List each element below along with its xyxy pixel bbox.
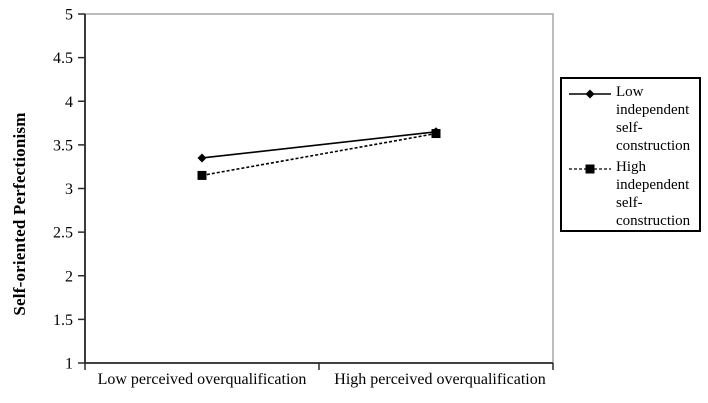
square-marker <box>431 129 441 139</box>
legend-label-low: Low independent self-construction <box>616 84 691 154</box>
y-tick-label: 4.5 <box>53 50 73 67</box>
y-tick-label: 3 <box>65 181 73 198</box>
y-tick-label: 2 <box>65 268 73 285</box>
legend: Low independent self-construction High i… <box>560 77 701 232</box>
legend-entry-high: High independent self-construction <box>568 158 696 230</box>
x-axis-label-high: High perceived overqualification <box>334 371 546 388</box>
y-tick-label: 2.5 <box>53 225 73 242</box>
legend-label-high: High independent self-construction <box>616 159 691 229</box>
diamond-marker <box>197 153 207 163</box>
y-tick-label: 1 <box>65 356 73 373</box>
legend-dashed-line-square-icon <box>569 164 611 174</box>
legend-solid-line-diamond-icon <box>569 89 611 99</box>
square-marker <box>197 170 207 180</box>
y-tick-label: 4 <box>65 94 73 111</box>
y-tick-label: 3.5 <box>53 137 73 154</box>
series-line <box>201 130 437 159</box>
y-tick-label: 1.5 <box>53 312 73 329</box>
x-axis-label-low: Low perceived overqualification <box>97 371 307 388</box>
y-tick-label: 5 <box>65 7 73 24</box>
legend-entry-low: Low independent self-construction <box>568 83 696 155</box>
